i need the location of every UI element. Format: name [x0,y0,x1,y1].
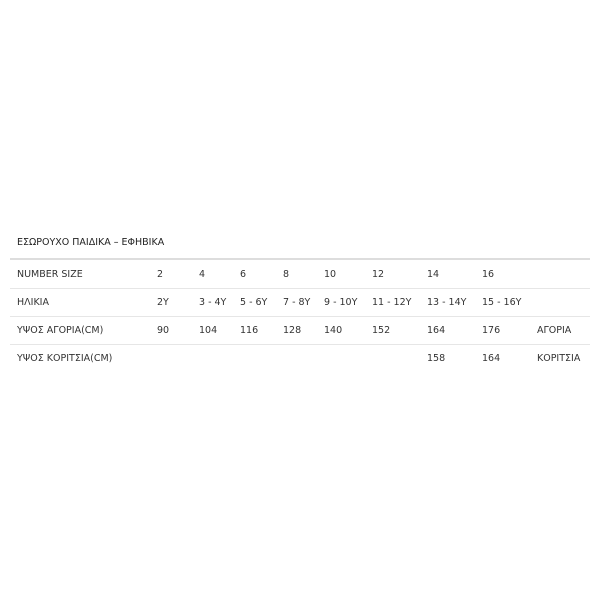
table-row: ΥΨΟΣ ΚΟΡΙΤΣΙΑ(CM) 158 164 ΚΟΡΙΤΣΙΑ [10,344,590,372]
table-cell: 5 - 6Y [240,297,268,308]
table-cell: 6 [240,269,247,280]
row-label: ΗΛΙΚΙΑ [17,297,49,308]
row-label: NUMBER SIZE [17,269,83,280]
table-cell: 4 [199,269,206,280]
table-cell: 8 [283,269,290,280]
table-cell: 14 [427,269,440,280]
table-cell: 2Y [157,297,169,308]
table-cell: 176 [482,325,501,336]
table-cell: 90 [157,325,170,336]
row-label: ΥΨΟΣ ΑΓΟΡΙΑ(CM) [17,325,104,336]
table-cell: ΑΓΟΡΙΑ [537,325,572,336]
table-cell: 12 [372,269,385,280]
table-cell: 7 - 8Y [283,297,311,308]
table-cell: 164 [482,353,501,364]
table-cell: 9 - 10Y [324,297,358,308]
table-cell: ΚΟΡΙΤΣΙΑ [537,353,581,364]
table-cell: 13 - 14Y [427,297,467,308]
table-cell: 116 [240,325,259,336]
table-cell: 10 [324,269,337,280]
table-cell: 164 [427,325,446,336]
table-row: ΥΨΟΣ ΑΓΟΡΙΑ(CM) 90 104 116 128 140 152 164 176 ΑΓ… [10,316,590,345]
table-cell: 16 [482,269,495,280]
table-title: ΕΣΩΡΟΥΧΟ ΠΑΙΔΙΚΑ – ΕΦΗΒΙΚΑ [17,237,165,248]
table-cell: 104 [199,325,218,336]
table-cell: 140 [324,325,343,336]
table-row: ΗΛΙΚΙΑ 2Y 3 - 4Y 5 - 6Y 7 - 8Y 9 - 10Y 11 - 12… [10,288,590,317]
header-divider [10,258,590,260]
table-cell: 2 [157,269,164,280]
table-cell: 3 - 4Y [199,297,227,308]
table-cell: 152 [372,325,391,336]
table-cell: 11 - 12Y [372,297,412,308]
table-row: NUMBER SIZE 2 4 6 8 10 12 14 16 [10,260,590,289]
table-cell: 15 - 16Y [482,297,522,308]
table-cell: 128 [283,325,302,336]
row-label: ΥΨΟΣ ΚΟΡΙΤΣΙΑ(CM) [17,353,113,364]
table-cell: 158 [427,353,446,364]
